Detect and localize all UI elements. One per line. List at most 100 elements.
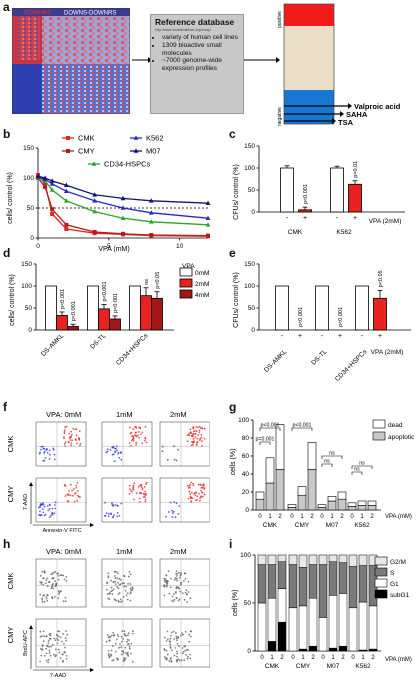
flow-event [63,436,65,438]
e-bar [355,285,369,331]
flow-event [126,598,129,601]
flow-event [39,506,42,508]
flow-event [138,431,140,433]
h-col-2: 2mM [170,547,187,556]
reference-url: http://www.broadinstitute.org/cmap/ [155,28,212,33]
flow-event [51,507,54,510]
flow-event [201,491,204,494]
flow-event [180,659,183,662]
i-legend-swatch [374,589,388,599]
flow-event [111,504,114,506]
flow-event [145,483,147,486]
flow-event [126,592,129,594]
flow-event [104,514,106,517]
flow-event [176,660,179,663]
flow-event [176,642,179,645]
flow-event [171,595,174,598]
g-dose-label: 1 [268,514,272,520]
chart-d-legend-title: VPA [182,263,195,270]
flow-event [125,652,127,654]
g-bracket [259,427,281,431]
flow-event [130,652,132,655]
i-group-label: CMK [265,663,280,670]
flow-event [187,433,190,436]
flow-event [168,660,171,662]
g-group-label: CMY [295,522,310,529]
h-col-1: 1mM [116,547,133,556]
i-bar-g1 [318,617,328,652]
flow-event [110,579,112,582]
i-bar-subg1 [328,647,338,652]
flow-event [46,594,49,596]
flow-event [108,598,111,600]
g-bar-apoptotic [297,495,307,511]
flow-event [65,580,68,582]
flow-event [173,445,175,448]
flow-event [198,429,201,432]
flow-event [48,516,51,518]
flow-event [166,630,169,633]
flow-event [197,434,200,436]
flow-event [184,649,187,652]
flow-event [67,441,70,443]
flow-event [75,487,78,489]
flow-event [108,592,111,594]
flow-event [176,573,179,575]
flow-event [135,427,138,429]
flow-event [42,508,44,510]
flow-event [118,456,121,459]
i-dose-label: 2 [371,655,375,661]
flow-event [172,630,175,633]
flow-event [105,640,108,643]
flow-event [114,450,117,453]
f-row-cmy: CMY [6,486,15,503]
flow-event [176,655,179,658]
flow-event [128,484,131,487]
flow-event [164,656,166,658]
flow-event [64,426,66,429]
flow-event [175,502,178,505]
flow-event [185,648,188,651]
d-ytick-label: 150 [21,261,32,268]
flow-event [131,490,134,493]
flow-event [170,634,172,637]
heatmap-label-right: DOWNS-DOWNRS [64,11,116,17]
i-bar-s [358,565,368,603]
flow-event [128,492,131,495]
flow-event [70,442,73,444]
flow-event [169,658,172,661]
flow-event [123,575,126,578]
flow-event [107,652,110,655]
i-bar-s [318,564,328,618]
flow-event [127,632,130,634]
hit-valproic-acid: Valproic acid [354,102,401,111]
b-point [205,215,211,220]
d-pvalue: p<0.001 [71,301,77,321]
flow-event [57,575,60,577]
flow-event [40,448,42,451]
flow-event [53,637,56,640]
i-legend-swatch [374,567,388,577]
chart-i-ylabel: cells (%) [232,590,239,617]
flow-event [44,513,47,516]
c-ytick-label: 100 [244,165,255,172]
flow-event [109,449,112,451]
h-xlabel: 7-AAD [50,673,66,679]
flow-event [110,512,112,515]
i-bar-g2m [308,554,318,565]
flow-event [183,645,186,648]
g-bar-dead [367,500,377,506]
flow-event [111,593,114,595]
d-bar [45,285,57,331]
flow-event [38,453,41,455]
g-bracket [291,427,313,431]
flow-event [165,584,168,586]
flow-event [79,443,82,445]
flow-event [166,585,168,588]
flow-event [201,440,204,443]
flow-event [49,637,51,640]
flow-event [69,436,71,438]
flow-event [143,485,146,488]
flow-event [48,649,51,652]
flow-event [117,601,120,603]
